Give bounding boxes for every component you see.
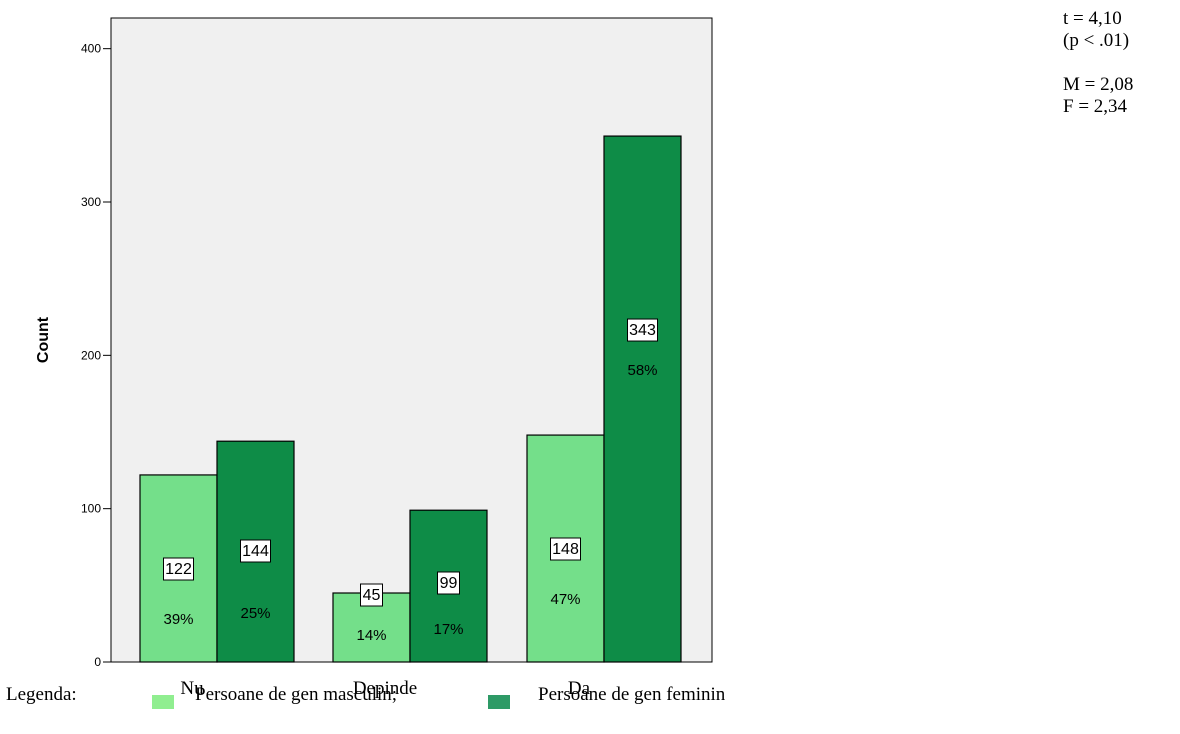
value-label: 144 [242, 543, 269, 560]
y-axis-label: Count [35, 316, 52, 363]
legend-label-male: Persoane de gen masculin; [195, 684, 397, 706]
statistics-block: t = 4,10 (p < .01) M = 2,08 F = 2,34 [1063, 8, 1133, 118]
female-mean: F = 2,34 [1063, 96, 1133, 118]
legend-swatch-female [488, 695, 510, 709]
y-tick-label: 100 [81, 502, 101, 516]
male-mean: M = 2,08 [1063, 74, 1133, 96]
y-tick-label: 300 [81, 195, 101, 209]
y-tick-label: 400 [81, 42, 101, 56]
value-label: 99 [440, 575, 458, 592]
percent-label: 17% [433, 621, 463, 638]
legend-label-female: Persoane de gen feminin [538, 684, 725, 706]
percent-label: 58% [627, 362, 657, 379]
value-label: 45 [363, 587, 381, 604]
y-tick-label: 0 [94, 655, 101, 669]
bar [604, 136, 681, 662]
percent-label: 39% [163, 611, 193, 628]
y-tick-label: 200 [81, 348, 101, 362]
legend-swatch-male [152, 695, 174, 709]
value-label: 343 [629, 322, 656, 339]
percent-label: 25% [240, 605, 270, 622]
t-statistic: t = 4,10 [1063, 8, 1133, 30]
percent-label: 47% [550, 591, 580, 608]
p-value: (p < .01) [1063, 30, 1133, 52]
value-label: 148 [552, 541, 579, 558]
percent-label: 14% [356, 627, 386, 644]
value-label: 122 [165, 561, 192, 578]
legend-title: Legenda: [6, 684, 77, 706]
